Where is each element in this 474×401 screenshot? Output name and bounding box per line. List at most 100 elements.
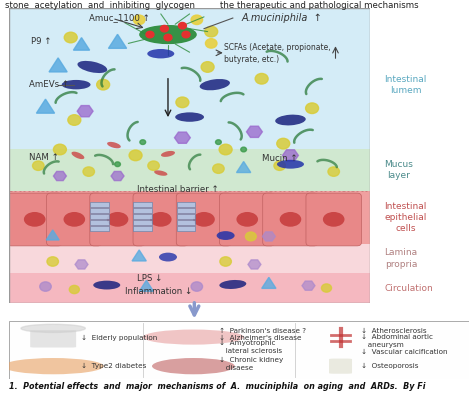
Circle shape <box>40 282 51 291</box>
Circle shape <box>246 232 256 241</box>
Ellipse shape <box>139 25 197 44</box>
Circle shape <box>191 282 202 291</box>
Circle shape <box>219 144 232 155</box>
FancyBboxPatch shape <box>176 193 232 246</box>
Text: ↑  Parkinson's disease ?: ↑ Parkinson's disease ? <box>219 328 306 334</box>
Circle shape <box>182 31 190 38</box>
Text: ↓  Type2 diabetes: ↓ Type2 diabetes <box>81 363 146 369</box>
Polygon shape <box>246 126 263 138</box>
Circle shape <box>205 38 217 48</box>
FancyArrowPatch shape <box>190 303 199 315</box>
Polygon shape <box>73 38 90 50</box>
Polygon shape <box>283 150 299 161</box>
Circle shape <box>328 167 339 176</box>
Bar <box>9 150 370 191</box>
FancyBboxPatch shape <box>177 220 195 225</box>
FancyBboxPatch shape <box>90 220 109 225</box>
FancyBboxPatch shape <box>90 193 146 246</box>
Polygon shape <box>111 171 124 180</box>
Circle shape <box>33 161 44 170</box>
Text: NAM ↑: NAM ↑ <box>29 153 59 162</box>
FancyBboxPatch shape <box>133 214 152 219</box>
Circle shape <box>21 324 85 332</box>
Polygon shape <box>248 260 261 269</box>
FancyBboxPatch shape <box>177 214 195 219</box>
Bar <box>9 273 370 303</box>
Circle shape <box>54 144 66 155</box>
Circle shape <box>216 140 221 144</box>
Ellipse shape <box>93 281 120 290</box>
Circle shape <box>97 79 109 90</box>
Ellipse shape <box>64 212 85 227</box>
Text: ↓  Amyotrophic
   lateral sclerosis: ↓ Amyotrophic lateral sclerosis <box>219 340 282 354</box>
Circle shape <box>64 32 77 43</box>
Circle shape <box>178 22 186 29</box>
Ellipse shape <box>143 330 244 344</box>
Text: A.muciniphila  ↑: A.muciniphila ↑ <box>242 13 323 23</box>
Text: Mucin ↑: Mucin ↑ <box>262 154 297 164</box>
Circle shape <box>201 62 214 72</box>
Circle shape <box>115 162 120 166</box>
Ellipse shape <box>217 231 235 240</box>
Text: SCFAs (Acetate, propionate,
butyrate, etc.): SCFAs (Acetate, propionate, butyrate, et… <box>224 43 330 64</box>
Ellipse shape <box>193 212 215 227</box>
FancyBboxPatch shape <box>133 225 152 231</box>
Polygon shape <box>139 280 154 291</box>
Text: ↓  Chronic kidney
   disaese: ↓ Chronic kidney disaese <box>219 357 283 371</box>
Text: ↓  Elderly population: ↓ Elderly population <box>81 335 157 341</box>
Text: Inflammation ↓: Inflammation ↓ <box>125 287 192 296</box>
Text: Lamina
propria: Lamina propria <box>384 249 418 269</box>
Ellipse shape <box>72 152 84 159</box>
Ellipse shape <box>24 212 46 227</box>
Polygon shape <box>75 260 88 269</box>
Circle shape <box>277 138 290 149</box>
FancyBboxPatch shape <box>133 208 152 213</box>
Circle shape <box>68 115 81 126</box>
Ellipse shape <box>154 170 167 176</box>
Circle shape <box>274 161 285 170</box>
FancyBboxPatch shape <box>7 193 63 246</box>
FancyBboxPatch shape <box>46 193 102 246</box>
FancyBboxPatch shape <box>90 208 109 213</box>
Circle shape <box>129 150 142 161</box>
FancyBboxPatch shape <box>90 214 109 219</box>
Circle shape <box>220 257 231 266</box>
FancyBboxPatch shape <box>90 202 109 207</box>
Ellipse shape <box>175 112 204 122</box>
Polygon shape <box>237 162 251 172</box>
Ellipse shape <box>62 80 91 89</box>
Bar <box>9 244 370 273</box>
Polygon shape <box>46 230 59 240</box>
Circle shape <box>191 15 202 24</box>
FancyBboxPatch shape <box>263 193 318 246</box>
Text: Circulation: Circulation <box>384 284 433 292</box>
Text: ↓  Alzheimer's disease: ↓ Alzheimer's disease <box>219 335 301 341</box>
Ellipse shape <box>161 151 175 157</box>
Text: Intestinal barrier ↑: Intestinal barrier ↑ <box>137 185 219 194</box>
Circle shape <box>205 26 218 37</box>
Ellipse shape <box>237 212 258 227</box>
Circle shape <box>133 15 145 24</box>
Text: Amuc_1100 ↑: Amuc_1100 ↑ <box>89 13 150 22</box>
Circle shape <box>140 140 146 144</box>
Circle shape <box>306 103 319 113</box>
Ellipse shape <box>147 49 174 59</box>
Ellipse shape <box>77 61 107 73</box>
Circle shape <box>176 97 189 107</box>
Ellipse shape <box>152 358 235 374</box>
Circle shape <box>213 164 224 173</box>
Text: ↓  Osteoporosis: ↓ Osteoporosis <box>361 363 419 369</box>
FancyBboxPatch shape <box>329 358 352 374</box>
Ellipse shape <box>277 160 304 169</box>
Text: Mucus
layer: Mucus layer <box>384 160 413 180</box>
Circle shape <box>321 284 331 292</box>
FancyBboxPatch shape <box>177 202 195 207</box>
FancyBboxPatch shape <box>90 225 109 231</box>
Polygon shape <box>262 277 276 288</box>
FancyBboxPatch shape <box>133 202 152 207</box>
Circle shape <box>148 161 159 170</box>
Polygon shape <box>36 99 55 113</box>
Circle shape <box>164 34 172 41</box>
Ellipse shape <box>150 212 172 227</box>
Ellipse shape <box>107 212 128 227</box>
